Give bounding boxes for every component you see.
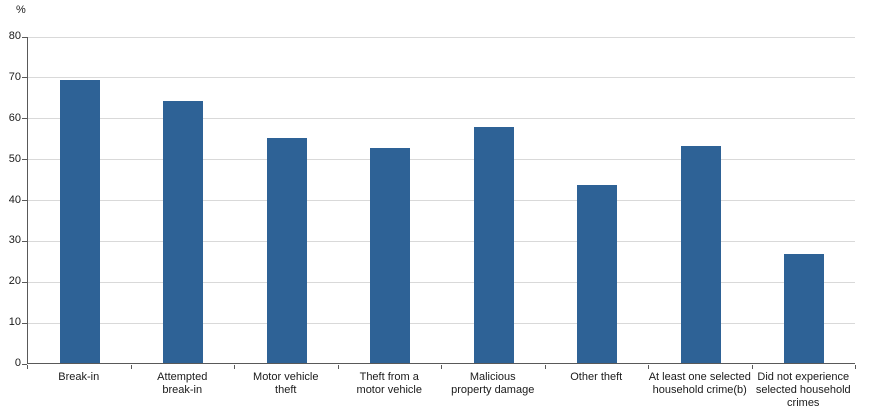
y-tick-label-20: 20 [8, 275, 21, 288]
plot-area [27, 36, 855, 364]
y-tick-label-60: 60 [8, 111, 21, 124]
y-tick-mark-30 [22, 240, 27, 242]
bar-other-theft [577, 184, 618, 363]
y-tick-mark-80 [22, 36, 27, 38]
x-tick-mark-1 [130, 364, 132, 369]
x-label-malicious-property-damage: Malicious property damage [441, 371, 545, 397]
x-label-line: At least one selected [648, 370, 751, 383]
x-label-line: Other theft [570, 370, 623, 383]
y-tick-mark-50 [22, 159, 27, 161]
y-tick-label-50: 50 [8, 152, 21, 165]
y-tick-label-10: 10 [8, 316, 21, 329]
gridline-20 [28, 281, 855, 283]
x-label-line: household crime(b) [652, 383, 747, 396]
x-label-other-theft: Other theft [545, 371, 649, 384]
bar-did-not-experience-selected-household-crimes [784, 254, 825, 363]
x-label-line: Motor vehicle [253, 370, 319, 383]
gridline-70 [28, 77, 855, 79]
y-axis-unit-label: % [16, 4, 26, 16]
x-tick-mark-3 [337, 364, 339, 369]
gridline-50 [28, 159, 855, 161]
y-tick-label-30: 30 [8, 234, 21, 247]
x-label-theft-from-a-motor-vehicle: Theft from a motor vehicle [338, 371, 442, 397]
gridline-30 [28, 240, 855, 242]
x-tick-mark-6 [648, 364, 649, 369]
bar-attempted-break-in [163, 100, 204, 363]
y-tick-label-0: 0 [14, 357, 21, 369]
x-label-line: Attempted [157, 370, 208, 383]
y-tick-label-40: 40 [8, 193, 21, 206]
x-label-line: Malicious [469, 370, 516, 383]
y-tick-mark-0 [22, 363, 27, 365]
y-tick-mark-40 [22, 200, 27, 201]
x-label-motor-vehicle-theft: Motor vehicle theft [234, 371, 338, 397]
bar-theft-from-a-motor-vehicle [370, 147, 411, 363]
bar-break-in [59, 80, 100, 363]
x-label-line: break-in [162, 383, 203, 396]
x-label-break-in: Break-in [27, 371, 131, 384]
gridline-40 [28, 200, 855, 201]
x-label-did-not-experience-selected-household-crimes: Did not experience selected household crim… [752, 371, 856, 410]
x-label-line: Break-in [58, 370, 100, 383]
x-label-attempted-break-in: Attempted break-in [131, 371, 235, 397]
x-label-line: selected household [755, 383, 851, 396]
x-label-line: theft [275, 383, 297, 396]
x-label-line: property damage [451, 383, 535, 396]
x-label-line: Did not experience [757, 370, 850, 383]
gridline-80 [28, 36, 855, 38]
x-label-line: motor vehicle [356, 383, 422, 396]
x-label-line: Theft from a [359, 370, 419, 383]
x-label-at-least-one-selected-household-crime-b: At least one selected household crime(b) [648, 371, 752, 397]
y-tick-mark-60 [22, 118, 27, 120]
bar-at-least-one-selected-household-crime-b [680, 145, 721, 363]
bar-motor-vehicle-theft [266, 137, 307, 363]
y-tick-mark-10 [22, 322, 27, 324]
y-tick-mark-20 [22, 281, 27, 283]
x-tick-mark-5 [544, 364, 546, 369]
y-tick-label-70: 70 [8, 70, 21, 83]
gridline-60 [28, 118, 855, 120]
x-tick-mark-2 [234, 364, 235, 369]
x-tick-mark-8 [855, 364, 856, 369]
x-tick-mark-4 [441, 364, 442, 369]
bar-malicious-property-damage [473, 127, 514, 363]
x-tick-mark-7 [751, 364, 753, 369]
x-label-line: crimes [787, 396, 820, 409]
x-tick-mark-0 [27, 364, 28, 369]
gridline-10 [28, 322, 855, 324]
y-tick-mark-70 [22, 77, 27, 79]
y-tick-label-80: 80 [8, 30, 21, 42]
